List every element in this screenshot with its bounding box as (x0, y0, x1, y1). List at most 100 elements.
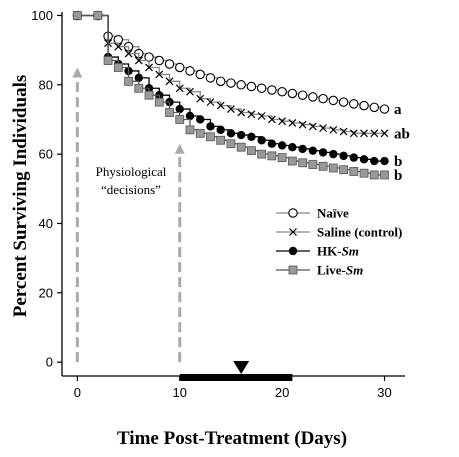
data-point (154, 55, 165, 66)
legend: Naïve Saline (control) HK-Sm Live-Sm (276, 206, 402, 278)
significance-letter: a (394, 102, 402, 118)
data-point (145, 63, 153, 72)
data-point (288, 143, 297, 152)
data-point (134, 56, 143, 65)
data-point (195, 128, 205, 138)
series-layer (72, 10, 390, 180)
data-point (216, 101, 225, 110)
data-point (338, 97, 349, 107)
data-point (380, 170, 389, 180)
data-point (175, 104, 184, 114)
series-line (77, 14, 385, 162)
data-point (186, 87, 194, 96)
data-point (236, 80, 246, 90)
annotation-line-2: “decisions” (101, 182, 161, 197)
x-marker-stroke (289, 228, 297, 236)
y-tick-label: 40 (39, 216, 53, 231)
data-point (298, 158, 308, 168)
data-point (380, 156, 389, 166)
x-tick-label: 30 (377, 385, 391, 400)
data-point (360, 129, 368, 138)
legend-marker (288, 265, 298, 275)
data-point (288, 119, 297, 127)
data-point (318, 148, 328, 157)
data-point (298, 144, 307, 154)
x-marker-stroke (339, 127, 348, 136)
data-point (165, 77, 174, 86)
x-marker-stroke (370, 129, 379, 138)
x-marker-stroke (267, 115, 276, 124)
data-point (297, 90, 308, 100)
y-tick-label: 20 (39, 285, 53, 300)
y-tick-label: 100 (31, 8, 53, 23)
data-point (267, 151, 277, 161)
data-point (267, 115, 276, 124)
data-point (308, 92, 318, 102)
data-point (93, 11, 103, 20)
data-point (318, 161, 328, 171)
data-point (308, 122, 317, 131)
y-ticks: 0 20 40 60 80 100 (31, 8, 62, 370)
data-point (278, 117, 287, 126)
x-marker-stroke (349, 129, 358, 138)
data-point (236, 130, 246, 140)
treatment-bar (179, 361, 293, 381)
data-point (257, 112, 266, 120)
data-point (215, 76, 226, 87)
y-tick-label: 60 (39, 147, 53, 162)
data-point (185, 111, 195, 121)
data-point (247, 110, 256, 119)
x-marker-stroke (308, 122, 317, 131)
data-point (287, 156, 297, 166)
data-point (103, 56, 113, 65)
x-marker-stroke (124, 49, 133, 58)
data-point (196, 94, 205, 103)
x-marker-stroke (237, 108, 246, 117)
data-point (380, 129, 389, 138)
data-point (267, 139, 277, 148)
data-point (164, 59, 175, 69)
y-axis-title: Percent Surviving Individuals (10, 75, 31, 317)
data-point (349, 129, 358, 138)
data-point (175, 84, 184, 93)
data-point (246, 81, 257, 92)
x-marker-stroke (216, 101, 225, 110)
data-point (195, 69, 205, 80)
data-point (155, 70, 164, 79)
data-point (113, 63, 123, 72)
series-1 (73, 11, 389, 138)
data-point (359, 168, 369, 178)
data-point (318, 93, 328, 104)
data-point (370, 156, 379, 166)
x-marker-stroke (165, 77, 174, 86)
x-marker-stroke (380, 129, 389, 138)
data-point (339, 151, 348, 161)
data-point (329, 149, 338, 159)
data-point (308, 160, 318, 169)
data-point (185, 125, 195, 135)
data-point (339, 165, 348, 175)
x-tick-label: 20 (275, 385, 289, 400)
dashed-arrow-head (174, 143, 185, 154)
data-point (328, 95, 339, 106)
data-point (175, 115, 185, 124)
x-marker-stroke (319, 124, 328, 133)
series-line (77, 14, 386, 110)
x-marker-stroke (247, 110, 256, 119)
data-point (339, 127, 348, 136)
x-marker-stroke (155, 70, 164, 79)
data-point (329, 125, 338, 134)
x-marker-stroke (257, 112, 266, 120)
x-tick-label: 10 (173, 385, 187, 400)
legend-label: Naïve (317, 206, 349, 221)
data-point (287, 88, 298, 99)
data-point (349, 167, 359, 176)
x-marker-stroke (186, 87, 194, 96)
data-point (369, 170, 379, 180)
data-point (277, 153, 287, 163)
y-tick-label: 80 (39, 77, 53, 92)
x-marker-stroke (288, 119, 297, 127)
data-point (256, 83, 267, 94)
data-point (349, 99, 359, 109)
x-marker-stroke (114, 42, 123, 51)
